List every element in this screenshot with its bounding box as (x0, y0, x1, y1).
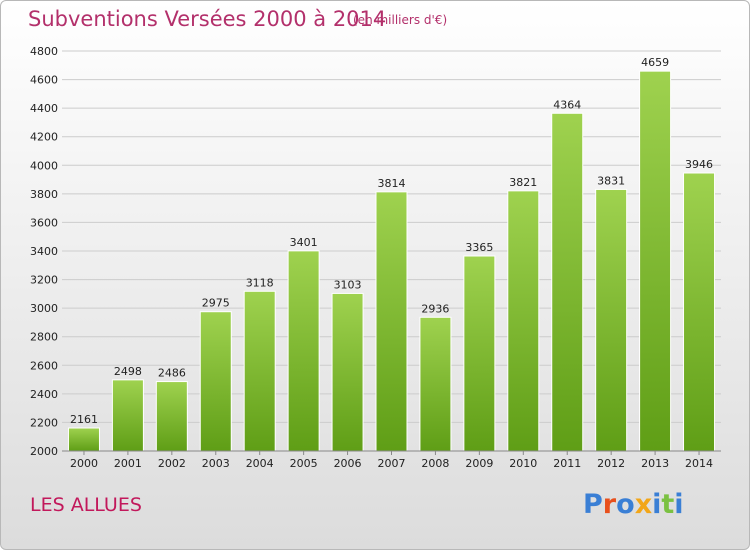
bar-2001 (111, 379, 144, 452)
commune-name: LES ALLUES (30, 494, 142, 516)
x-tick-label: 2006 (334, 457, 362, 470)
chart-title: Subventions Versées 2000 à 2014 (28, 7, 387, 31)
data-label: 3831 (597, 174, 625, 187)
bar-2005 (287, 250, 320, 452)
data-label: 3365 (465, 241, 493, 254)
y-tick-label: 3600 (30, 216, 58, 229)
x-tick-label: 2013 (641, 457, 669, 470)
data-label: 2936 (421, 302, 449, 315)
data-labels: 2161 2498 2486 2975 3118 3401 3103 3814 2936 3365… (70, 56, 713, 426)
x-tick-label: 2007 (378, 457, 406, 470)
bar-2009 (463, 255, 496, 452)
x-tick-label: 2009 (465, 457, 493, 470)
x-tick-label: 2003 (202, 457, 230, 470)
bar-2012 (595, 188, 628, 452)
y-tick-label: 3000 (30, 302, 58, 315)
y-tick-label: 4000 (30, 159, 58, 172)
y-tick-label: 2800 (30, 331, 58, 344)
bar-2013 (639, 70, 672, 452)
bar-2011 (551, 112, 584, 452)
y-tick-label: 4600 (30, 74, 58, 87)
logo-letter: r (602, 489, 617, 520)
data-label: 3401 (290, 236, 318, 249)
chart-subtitle: (en milliers d'€) (353, 13, 448, 27)
bar-2010 (507, 190, 540, 452)
bar-2003 (199, 311, 232, 452)
x-tick-label: 2002 (158, 457, 186, 470)
y-tick-label: 3400 (30, 245, 58, 258)
y-tick-label: 2600 (30, 359, 58, 372)
bar-2014 (683, 172, 716, 452)
x-tick-label: 2014 (685, 457, 713, 470)
bar-2000 (67, 427, 100, 452)
x-tick-label: 2008 (421, 457, 449, 470)
x-tick-label: 2011 (553, 457, 581, 470)
y-tick-label: 3200 (30, 274, 58, 287)
x-tick-label: 2010 (509, 457, 537, 470)
y-tick-label: 4200 (30, 131, 58, 144)
data-label: 2498 (114, 365, 142, 378)
data-label: 2486 (158, 367, 186, 380)
bars (67, 70, 716, 452)
y-tick-label: 4800 (30, 45, 58, 58)
proxiti-logo: Proxiti (583, 489, 684, 520)
logo-letter: P (583, 489, 603, 520)
data-label: 3821 (509, 176, 537, 189)
bar-2002 (155, 381, 188, 452)
data-label: 2161 (70, 413, 98, 426)
logo-letter: i (652, 489, 662, 520)
y-tick-label: 2400 (30, 388, 58, 401)
data-label: 3814 (378, 177, 406, 190)
logo-letter: t (661, 489, 675, 520)
data-label: 3118 (246, 276, 274, 289)
x-tick-label: 2005 (290, 457, 318, 470)
bar-2004 (243, 290, 276, 452)
data-label: 4364 (553, 98, 581, 111)
data-label: 3946 (685, 158, 713, 171)
logo-letter: o (616, 489, 635, 520)
data-label: 2975 (202, 297, 230, 310)
logo-letter: x (634, 489, 653, 520)
x-tick-label: 2012 (597, 457, 625, 470)
x-tick-label: 2004 (246, 457, 274, 470)
y-axis-ticks: 2000 2200 2400 2600 2800 3000 3200 3400 3600 3800… (30, 45, 58, 458)
y-tick-label: 4400 (30, 102, 58, 115)
data-label: 4659 (641, 56, 669, 69)
bar-2007 (375, 191, 408, 452)
x-axis-ticks: 2000 2001 2002 2003 2004 2005 2006 2007 2008 2009… (62, 450, 721, 470)
y-tick-label: 2200 (30, 416, 58, 429)
y-tick-label: 2000 (30, 445, 58, 458)
y-tick-label: 3800 (30, 188, 58, 201)
x-tick-label: 2000 (70, 457, 98, 470)
data-label: 3103 (334, 278, 362, 291)
x-tick-label: 2001 (114, 457, 142, 470)
bar-2006 (331, 292, 364, 452)
logo-letter: i (674, 489, 684, 520)
bar-2008 (419, 316, 452, 452)
